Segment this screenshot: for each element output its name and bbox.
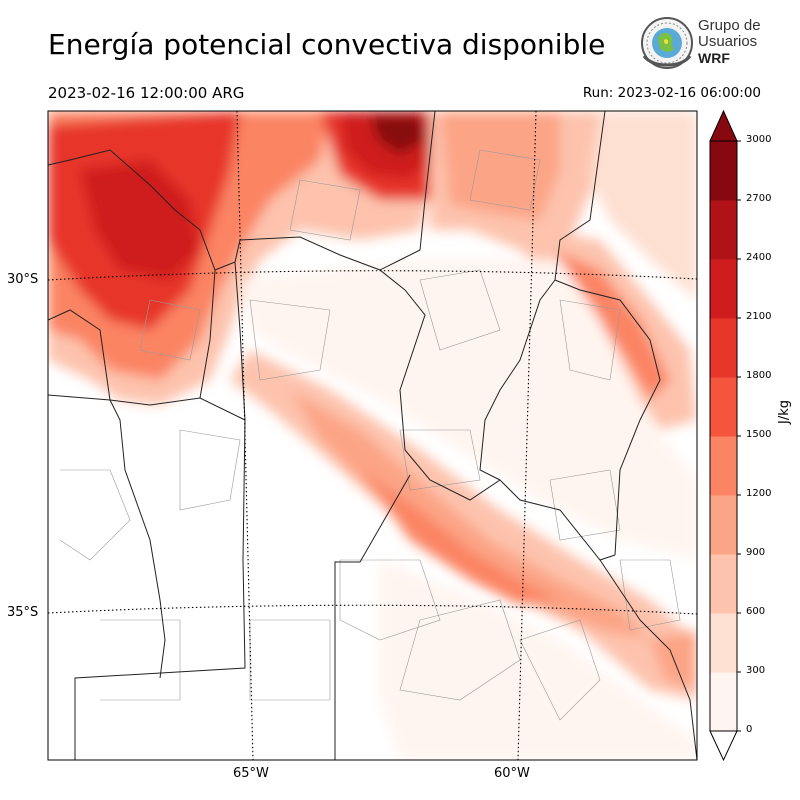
colorbar-tick-label: 2100 — [746, 311, 772, 322]
lon-label-60w: 60°W — [494, 766, 530, 781]
cape-field — [48, 111, 697, 760]
colorbar-tick-label: 1500 — [746, 429, 772, 440]
lat-label-30s: 30°S — [7, 272, 39, 287]
colorbar-tick-label: 2400 — [746, 252, 772, 263]
wrf-users-logo: Grupo de Usuarios WRF — [638, 16, 763, 76]
colorbar-tick-label: 3000 — [746, 134, 772, 145]
colorbar-segment — [710, 613, 737, 673]
colorbar-tick-label: 0 — [746, 724, 753, 735]
colorbar-tick-label: 1200 — [746, 488, 772, 499]
map-title: Energía potencial convectiva disponible — [48, 28, 606, 61]
colorbar-segment — [710, 554, 737, 614]
globe-seal-icon — [641, 17, 693, 69]
colorbar-segment — [710, 377, 737, 437]
colorbar-tick-label: 1800 — [746, 370, 772, 381]
colorbar-extend-max — [709, 109, 738, 142]
lon-label-65w: 65°W — [233, 766, 269, 781]
colorbar-segment — [710, 672, 737, 732]
colorbar — [709, 109, 741, 762]
colorbar-segment — [710, 141, 737, 201]
logo-line-1: Grupo de — [698, 17, 761, 34]
colorbar-tick-label: 300 — [746, 665, 766, 676]
run-time-label: Run: 2023-02-16 06:00:00 — [582, 85, 761, 101]
valid-time-label: 2023-02-16 12:00:00 ARG — [48, 84, 245, 102]
departmental-boundaries — [59, 149, 681, 721]
logo-line-3: WRF — [698, 50, 730, 66]
colorbar-tick-label: 900 — [746, 547, 766, 558]
colorbar-extend-min — [709, 730, 738, 762]
colorbar-segment — [710, 259, 737, 319]
province-boundaries — [48, 111, 697, 760]
logo-line-2: Usuarios — [698, 33, 758, 50]
colorbar-segment — [710, 200, 737, 260]
map-frame — [47, 110, 698, 761]
colorbar-unit-label: J/kg — [777, 400, 792, 424]
lat-label-35s: 35°S — [7, 605, 39, 620]
colorbar-segment — [710, 436, 737, 496]
colorbar-tick-label: 600 — [746, 606, 766, 617]
graticule — [48, 111, 697, 760]
colorbar-tick-label: 2700 — [746, 193, 772, 204]
colorbar-segment — [710, 495, 737, 555]
colorbar-segment — [710, 318, 737, 378]
